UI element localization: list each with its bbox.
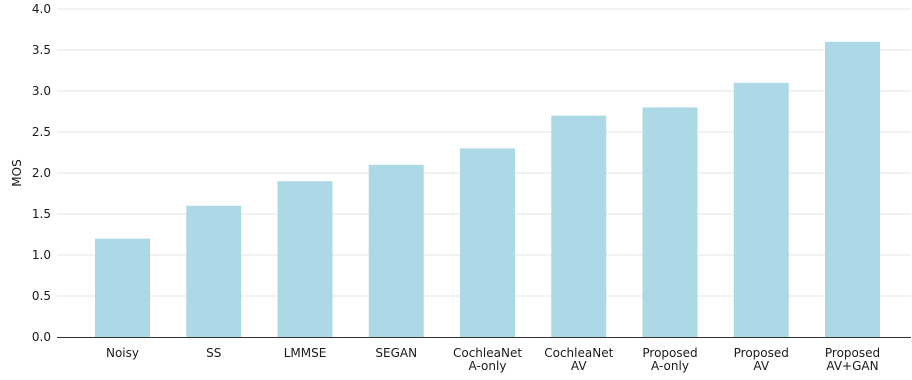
x-tick-label: CochleaNet — [453, 346, 522, 360]
y-tick-label: 3.0 — [32, 84, 51, 98]
x-tick-label: Proposed — [734, 346, 789, 360]
bar — [277, 181, 333, 337]
x-tick-label: LMMSE — [284, 346, 327, 360]
bars — [95, 41, 880, 338]
x-tick-label: Proposed — [642, 346, 697, 360]
bar — [733, 82, 789, 337]
x-tick-label: SEGAN — [375, 346, 417, 360]
x-tick-label: A-only — [651, 359, 689, 373]
x-tick-label: SS — [206, 346, 221, 360]
y-tick-label: 2.5 — [32, 125, 51, 139]
y-tick-label: 0.0 — [32, 330, 51, 344]
x-tick-labels: Noisy SS LMMSE SEGAN CochleaNetA-onlyCochlea… — [106, 346, 880, 373]
bar — [642, 107, 698, 338]
x-tick-label: AV — [571, 359, 587, 373]
x-tick-label: Noisy — [106, 346, 139, 360]
x-tick-label: Proposed — [825, 346, 880, 360]
y-tick-label: 1.5 — [32, 207, 51, 221]
x-tick-label: AV — [753, 359, 769, 373]
bar — [95, 238, 150, 337]
bar — [460, 148, 515, 337]
bar — [368, 164, 424, 337]
y-tick-label: 4.0 — [32, 2, 51, 16]
x-tick-label: AV+GAN — [826, 359, 878, 373]
y-tick-label: 2.0 — [32, 166, 51, 180]
y-axis-label: MOS — [10, 159, 24, 186]
bar — [551, 115, 607, 337]
bar — [825, 41, 880, 338]
bar — [186, 205, 242, 337]
y-tick-label: 0.5 — [32, 289, 51, 303]
x-tick-label: CochleaNet — [544, 346, 613, 360]
y-tick-labels: 0.0 0.5 1.0 1.5 2.0 2.5 3.0 3.5 4.0 — [32, 2, 51, 344]
y-tick-label: 3.5 — [32, 43, 51, 57]
y-tick-label: 1.0 — [32, 248, 51, 262]
x-tick-label: A-only — [469, 359, 507, 373]
